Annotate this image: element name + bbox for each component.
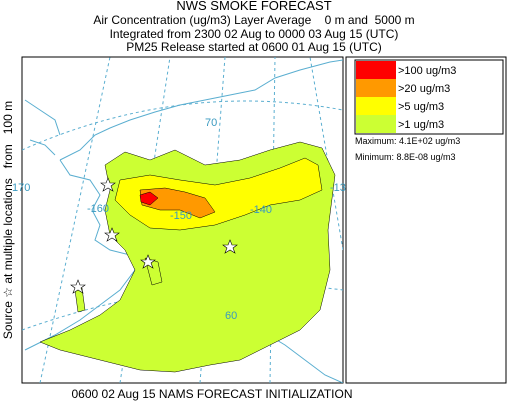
footer: 0600 02 Aug 15 NAMS FORECAST INITIALIZAT…	[72, 387, 353, 401]
subtitle-line: Air Concentration (ug/m3) Layer Average …	[93, 13, 414, 27]
grid-label: -160	[87, 203, 109, 215]
legend-swatch	[356, 61, 396, 79]
legend-swatch	[356, 97, 396, 115]
legend-box	[354, 59, 504, 135]
legend-label: >5 ug/m3	[398, 101, 444, 113]
legend-label: >100 ug/m3	[398, 65, 456, 77]
legend-swatch	[356, 115, 396, 133]
grid-label: 60	[225, 310, 237, 322]
grid-label: 170	[12, 182, 30, 194]
legend-label: >1 ug/m3	[398, 119, 444, 131]
map: 70 170 -160 -150 -140 -130 60	[12, 56, 352, 384]
plume-gt20	[139, 187, 216, 219]
source-markers	[70, 177, 238, 294]
minimum: Minimum: 8.8E-08 ug/m3	[355, 152, 456, 162]
plume-gt100	[139, 191, 159, 206]
subtitle-line: Integrated from 2300 02 Aug to 0000 03 A…	[110, 27, 399, 41]
grid-label: -150	[170, 210, 192, 222]
legend-swatch	[356, 79, 396, 97]
plume-gt5	[114, 157, 323, 231]
source-label: Source ☆ at multiple locations from 100 …	[1, 101, 15, 339]
maximum: Maximum: 4.1E+02 ug/m3	[355, 136, 460, 146]
subtitle-line: PM25 Release started at 0600 01 Aug 15 (…	[126, 40, 381, 54]
grid-label: -140	[250, 204, 272, 216]
legend-label: >20 ug/m3	[398, 83, 450, 95]
grid-label: 70	[205, 117, 217, 129]
legend: >100 ug/m3 >20 ug/m3 >5 ug/m3 >1 ug/m3	[354, 59, 504, 135]
title: NWS SMOKE FORECAST	[176, 0, 331, 13]
